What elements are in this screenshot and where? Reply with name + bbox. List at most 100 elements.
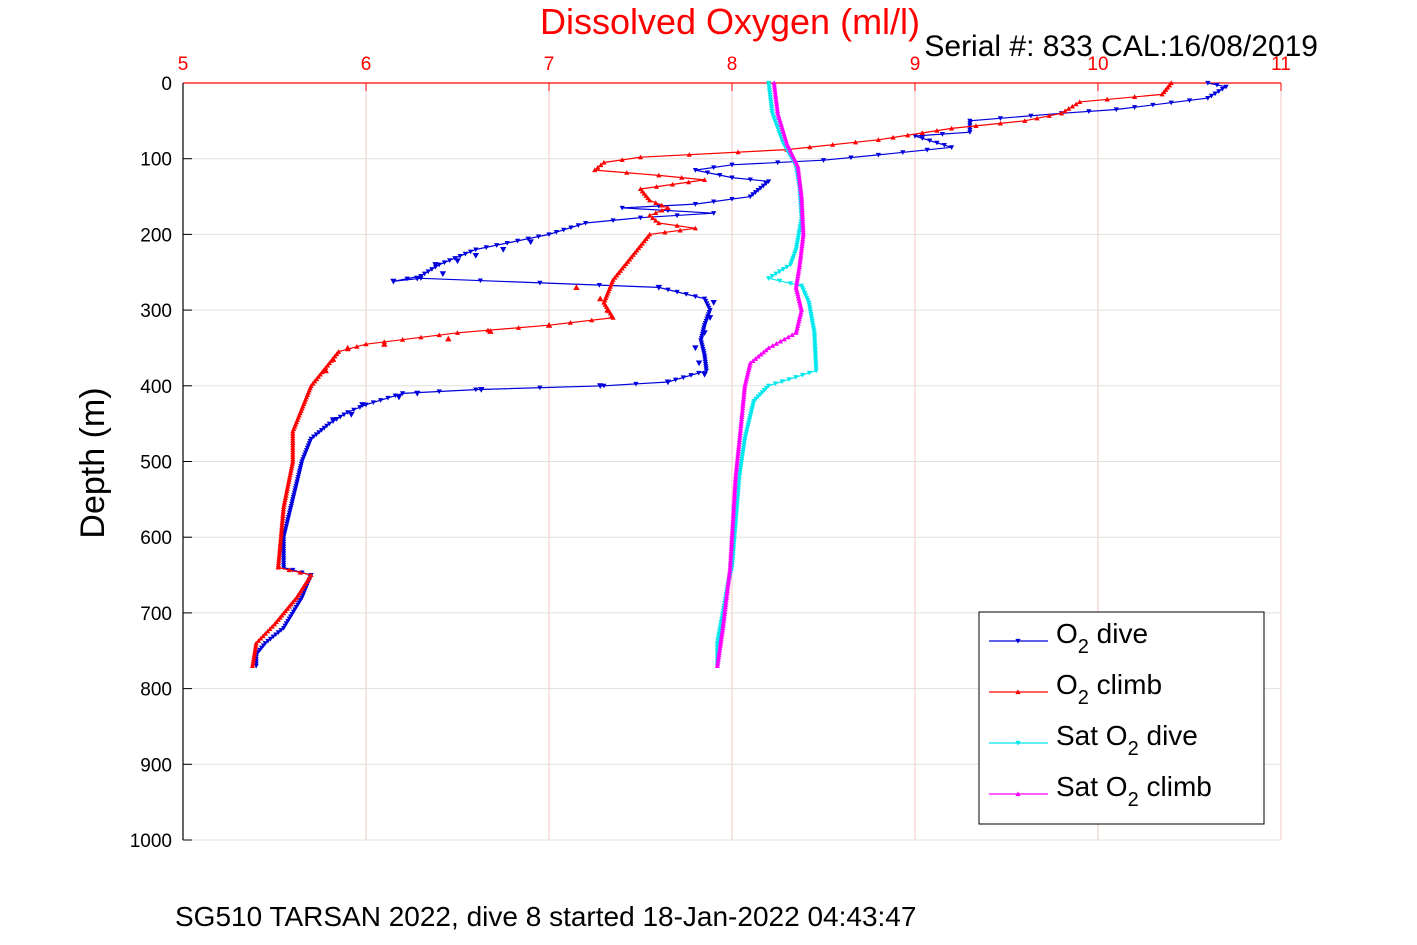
data-point: [732, 487, 738, 493]
data-point: [706, 315, 714, 321]
data-point: [436, 332, 442, 338]
data-point: [348, 412, 355, 418]
data-point: [730, 512, 736, 517]
data-point: [739, 407, 746, 413]
data-point: [773, 96, 779, 102]
data-point: [1069, 103, 1075, 109]
data-point: [750, 192, 756, 197]
data-point: [738, 416, 745, 422]
legend-label: Sat O2 climb: [1056, 771, 1212, 811]
data-point: [619, 205, 625, 211]
data-point: [487, 328, 494, 334]
data-point: [794, 275, 801, 281]
data-point: [758, 351, 764, 357]
data-point: [739, 414, 745, 420]
data-point: [776, 269, 783, 275]
data-point: [604, 306, 611, 313]
data-point: [692, 294, 698, 300]
data-point: [799, 245, 805, 251]
data-point: [800, 222, 806, 228]
data-point: [772, 92, 779, 97]
series-4: [329, 239, 717, 424]
data-point: [381, 340, 388, 347]
data-point: [796, 170, 802, 176]
data-point: [436, 389, 442, 395]
data-point: [252, 645, 259, 650]
data-point: [721, 611, 728, 617]
data-point: [260, 633, 266, 639]
data-point: [284, 488, 290, 494]
data-point: [722, 609, 728, 614]
data-point: [795, 273, 801, 279]
data-point: [799, 241, 805, 246]
serial-calibration-note: Serial #: 833 CAL:16/08/2019: [924, 30, 1318, 63]
data-point: [745, 369, 751, 375]
legend-item: O2 dive: [989, 618, 1148, 658]
data-point: [281, 565, 287, 571]
data-point: [297, 569, 303, 575]
data-point: [280, 506, 287, 512]
data-point: [1205, 80, 1211, 86]
data-point: [637, 154, 644, 160]
data-point: [281, 502, 287, 507]
data-point: [436, 262, 442, 268]
data-point: [311, 434, 317, 440]
data-point: [249, 663, 256, 668]
data-point: [1212, 91, 1218, 97]
data-point: [727, 562, 733, 568]
data-point: [733, 467, 739, 472]
data-point: [794, 325, 800, 331]
y-tick-label: 200: [140, 225, 172, 246]
data-point: [504, 240, 510, 246]
data-point: [329, 417, 337, 424]
data-point: [447, 258, 453, 263]
data-point: [798, 248, 804, 253]
series-5: [322, 284, 611, 374]
data-point: [731, 498, 737, 504]
data-point: [784, 264, 790, 270]
data-point: [787, 262, 794, 268]
data-point: [733, 474, 739, 479]
data-point: [794, 277, 800, 283]
data-point: [262, 631, 268, 636]
data-point: [730, 521, 736, 526]
data-point: [795, 293, 801, 299]
data-point: [793, 282, 800, 288]
data-point: [719, 632, 725, 637]
data-point: [683, 292, 689, 297]
data-point: [270, 634, 276, 640]
data-point: [1214, 82, 1220, 88]
data-point: [875, 137, 881, 142]
data-point: [250, 658, 256, 664]
data-point: [997, 120, 1003, 126]
data-point: [738, 418, 744, 424]
data-point: [794, 289, 800, 295]
data-point: [797, 312, 804, 317]
data-point: [799, 205, 805, 210]
data-point: [1034, 115, 1040, 121]
legend-label: O2 climb: [1056, 669, 1162, 709]
data-point: [500, 246, 507, 253]
data-point: [729, 196, 735, 202]
data-point: [454, 330, 461, 335]
data-point: [279, 517, 286, 523]
data-point: [725, 583, 731, 589]
data-point: [741, 385, 748, 391]
data-point: [796, 264, 802, 270]
data-point: [278, 528, 285, 534]
data-point: [414, 390, 421, 397]
data-point: [284, 486, 290, 491]
data-point: [610, 315, 616, 320]
data-point: [744, 374, 750, 379]
data-point: [776, 278, 783, 284]
data-point: [789, 332, 795, 338]
data-point: [280, 508, 286, 514]
data-point: [742, 380, 748, 386]
data-point: [802, 290, 808, 296]
data-point: [798, 193, 805, 199]
y-tick-label: 400: [140, 377, 172, 398]
data-point: [793, 284, 799, 290]
data-point: [483, 245, 489, 250]
data-point: [804, 295, 810, 301]
